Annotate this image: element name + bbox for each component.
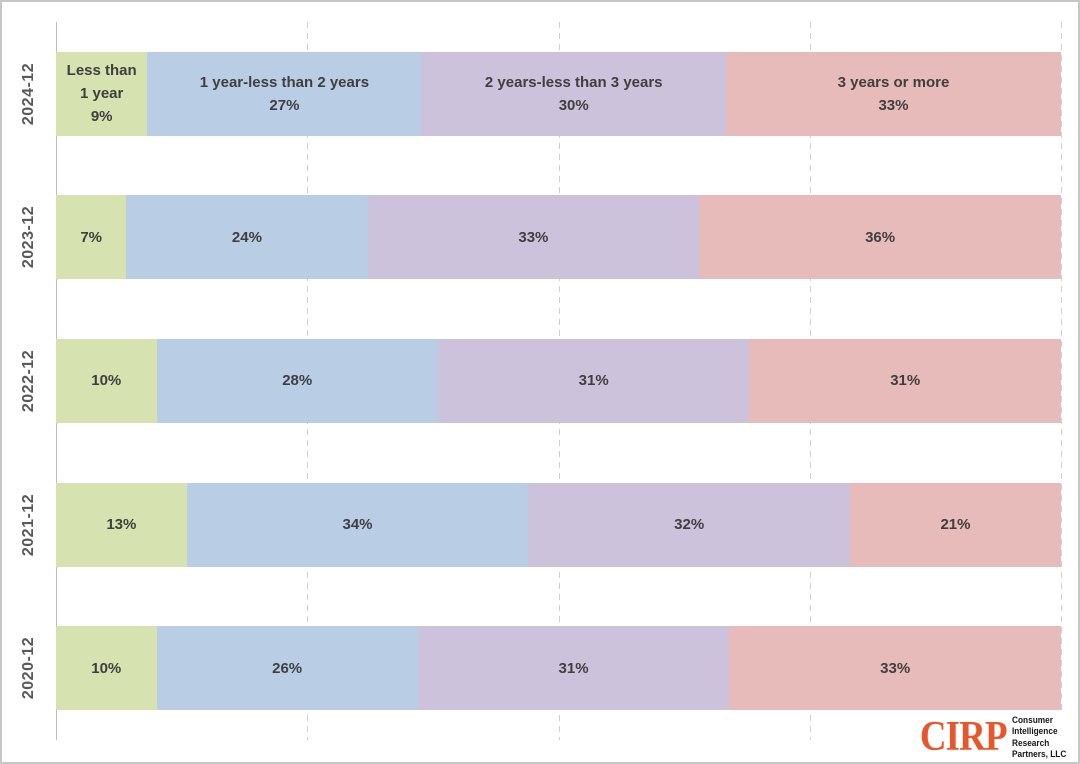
segment-label: 2 years-less than 3 years 30%: [484, 73, 663, 114]
bar-segment: 3 years or more 33%: [726, 51, 1061, 136]
bar-segment: 33%: [729, 626, 1061, 711]
bar-segment: 31%: [437, 338, 750, 423]
y-axis-label: 2023-12: [20, 206, 37, 269]
bar-segment: 31%: [749, 338, 1061, 423]
bar-row: 7% 24% 33% 36%: [56, 166, 1061, 310]
y-axis-label-cell: 2021-12: [2, 453, 56, 597]
cirp-logo-abbr: CIRP: [920, 713, 1008, 760]
bar-segment: 26%: [156, 626, 418, 711]
bar-segment: 7%: [56, 195, 127, 280]
y-axis-label: 2022-12: [20, 349, 37, 413]
bar-rows: Less than 1 year 9% 1 year-less than 2 year…: [56, 22, 1061, 740]
bar-segment: 10%: [56, 626, 157, 711]
segment-label: 21%: [940, 515, 971, 533]
bar-segment: 1 year-less than 2 years 27%: [147, 51, 422, 136]
bar-segment: 28%: [156, 338, 438, 423]
bar-segment: 33%: [367, 195, 700, 280]
stacked-bar: 13% 34% 32% 21%: [56, 482, 1061, 567]
cirp-logo-text: Consumer Intelligence Research Partners,…: [1012, 715, 1066, 760]
y-axis-label-cell: 2020-12: [2, 596, 56, 740]
segment-label: 31%: [558, 659, 589, 677]
stacked-bar: 7% 24% 33% 36%: [56, 195, 1061, 280]
stacked-bar: Less than 1 year 9% 1 year-less than 2 year…: [56, 51, 1061, 136]
y-axis-label: 2024-12: [20, 62, 37, 125]
y-axis-label: 2021-12: [20, 493, 37, 556]
cirp-logo-line: Research: [1011, 737, 1050, 748]
plot-area: Less than 1 year 9% 1 year-less than 2 year…: [56, 22, 1062, 740]
segment-label: 31%: [578, 372, 609, 390]
bar-row: 10% 26% 31% 33%: [56, 596, 1061, 740]
segment-label: 28%: [282, 372, 313, 390]
bar-segment: 2 years-less than 3 years 30%: [421, 51, 726, 136]
cirp-logo-line: Intelligence: [1011, 726, 1058, 737]
bar-segment: 10%: [56, 338, 157, 423]
y-axis-label-cell: 2022-12: [2, 309, 56, 453]
y-axis-label-cell: 2024-12: [2, 22, 56, 166]
segment-label: 32%: [674, 515, 705, 533]
segment-label: 24%: [231, 228, 262, 246]
y-axis-label: 2020-12: [20, 637, 37, 700]
bar-segment: 36%: [699, 195, 1061, 280]
segment-label: 26%: [272, 659, 303, 677]
bar-segment: 21%: [849, 482, 1061, 567]
segment-label: 3 years or more 33%: [837, 73, 950, 114]
segment-label: 36%: [865, 228, 896, 246]
segment-label: Less than 1 year 9%: [66, 61, 137, 126]
segment-label: 7%: [80, 228, 103, 246]
bar-segment: 13%: [56, 482, 187, 567]
bar-row: Less than 1 year 9% 1 year-less than 2 year…: [56, 22, 1061, 166]
segment-label: 10%: [91, 372, 122, 390]
stacked-bar: 10% 26% 31% 33%: [56, 626, 1061, 711]
cirp-logo: CIRP Consumer Intelligence Research Part…: [904, 715, 1071, 760]
gridline-100: [1061, 22, 1062, 740]
y-axis-label-cell: 2023-12: [2, 166, 56, 310]
bar-row: 10% 28% 31% 31%: [56, 309, 1061, 453]
bar-segment: 31%: [417, 626, 730, 711]
bar-segment: 32%: [528, 482, 850, 567]
segment-label: 13%: [106, 515, 137, 533]
cirp-logo-line: Partners, LLC: [1011, 748, 1067, 759]
y-axis: 2024-12 2023-12 2022-12 2021-12 2020-12: [2, 22, 56, 740]
segment-label: 10%: [91, 659, 122, 677]
bar-segment: 34%: [186, 482, 529, 567]
segment-label: 1 year-less than 2 years 27%: [199, 73, 370, 114]
cirp-logo-line: Consumer: [1011, 715, 1053, 725]
bar-segment: 24%: [126, 195, 368, 280]
bar-segment: Less than 1 year 9%: [56, 51, 148, 136]
bar-row: 13% 34% 32% 21%: [56, 453, 1061, 597]
segment-label: 33%: [518, 228, 549, 246]
stacked-bar: 10% 28% 31% 31%: [56, 338, 1061, 423]
segment-label: 34%: [342, 515, 373, 533]
segment-label: 33%: [880, 659, 911, 677]
segment-label: 31%: [890, 372, 921, 390]
